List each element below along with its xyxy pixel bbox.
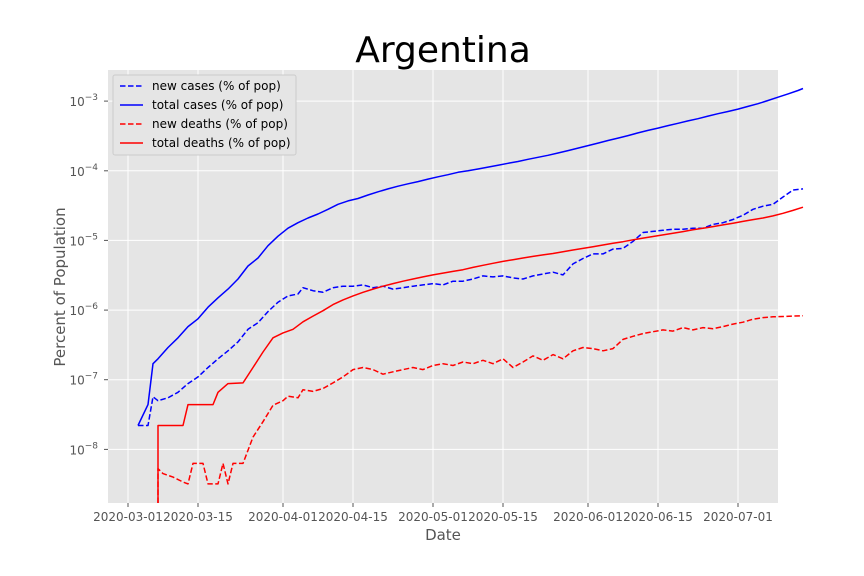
x-tick-label: 2020-04-15 — [318, 510, 388, 524]
x-tick-label: 2020-03-01 — [93, 510, 163, 524]
series-line-1 — [137, 87, 804, 426]
y-tick-base: 10 — [69, 95, 84, 109]
y-tick-label: 10−5 — [69, 232, 98, 248]
legend-label: new deaths (% of pop) — [152, 117, 288, 131]
y-tick-base: 10 — [69, 304, 84, 318]
y-tick-exponent: −8 — [85, 441, 99, 451]
legend-label: new cases (% of pop) — [152, 79, 281, 93]
y-tick-base: 10 — [69, 374, 84, 388]
y-axis-label: Percent of Population — [51, 207, 69, 366]
y-tick-exponent: −6 — [85, 302, 99, 312]
y-tick-label: 10−8 — [69, 441, 98, 457]
y-tick-base: 10 — [69, 165, 84, 179]
legend-box — [112, 74, 297, 156]
y-tick-exponent: −3 — [85, 93, 98, 103]
series-layer — [137, 87, 804, 503]
y-tick-label: 10−3 — [69, 93, 98, 109]
y-tick-label: 10−4 — [69, 163, 98, 179]
x-tick-label: 2020-05-01 — [398, 510, 468, 524]
y-tick-base: 10 — [69, 234, 84, 248]
x-axis-label: Date — [425, 526, 461, 544]
x-tick-label: 2020-07-01 — [703, 510, 773, 524]
y-tick-label: 10−6 — [69, 302, 98, 318]
series-line-3 — [157, 206, 804, 503]
grid — [108, 70, 778, 503]
x-tick-label: 2020-06-01 — [553, 510, 623, 524]
y-tick-exponent: −7 — [85, 372, 98, 382]
y-tick-exponent: −5 — [85, 232, 98, 242]
legend: new cases (% of pop) total cases (% of po… — [112, 74, 297, 156]
ticks: 2020-03-01 2020-03-15 2020-04-01 2020-04-15… — [69, 93, 772, 524]
chart-title: Argentina — [355, 30, 531, 71]
legend-label: total deaths (% of pop) — [152, 136, 291, 150]
series-line-0 — [138, 188, 804, 427]
x-tick-label: 2020-04-01 — [248, 510, 318, 524]
y-tick-label: 10−7 — [69, 372, 98, 388]
y-tick-base: 10 — [69, 443, 84, 457]
legend-label: total cases (% of pop) — [152, 98, 283, 112]
y-tick-exponent: −4 — [85, 163, 99, 173]
x-tick-label: 2020-03-15 — [163, 510, 233, 524]
x-tick-label: 2020-06-15 — [623, 510, 693, 524]
x-tick-label: 2020-05-15 — [468, 510, 538, 524]
series-line-2 — [157, 314, 804, 503]
